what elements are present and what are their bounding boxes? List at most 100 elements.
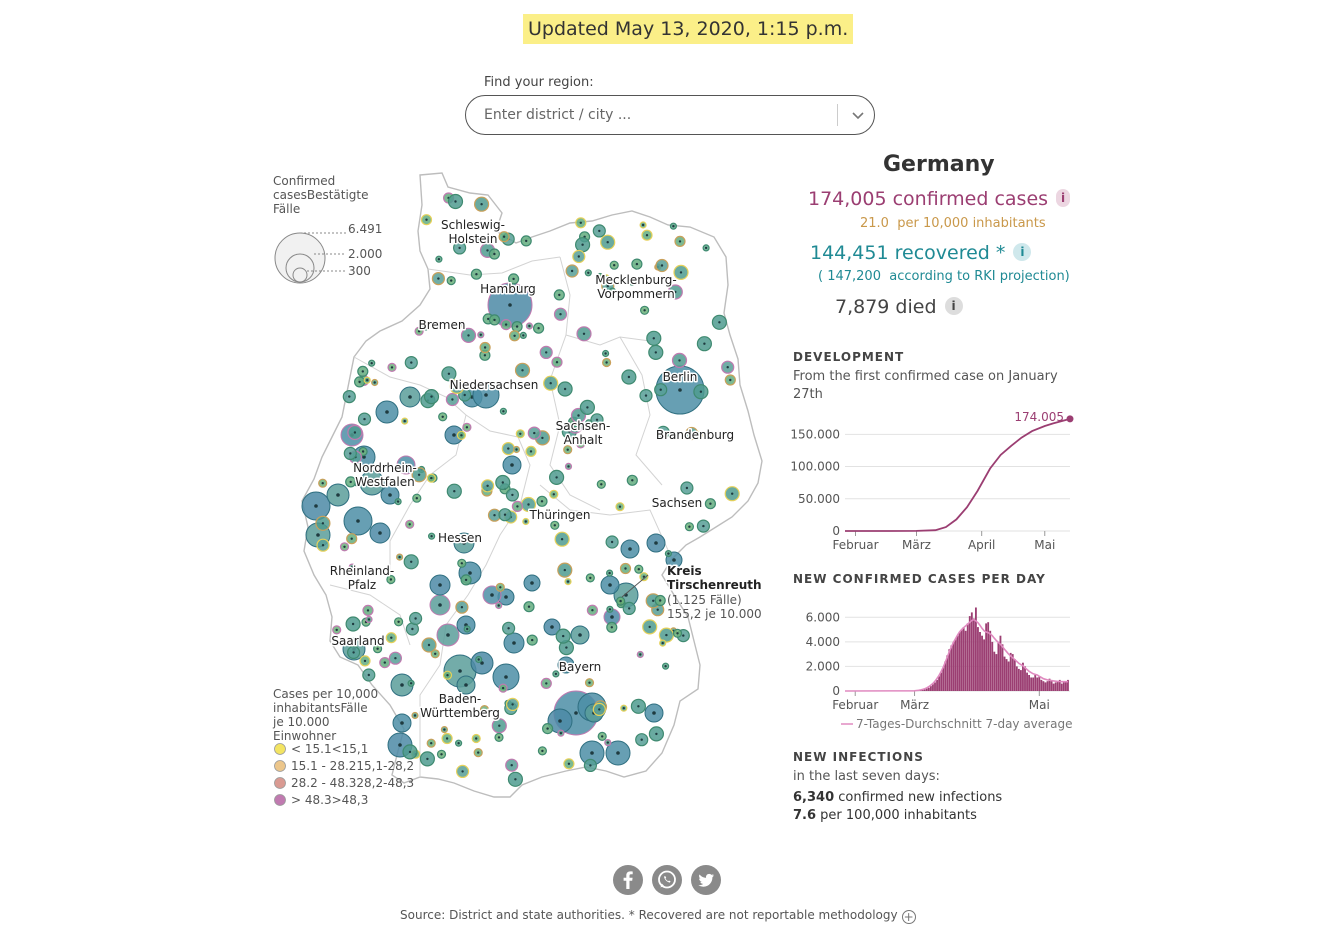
district-dot [642, 575, 646, 578]
district-dot [552, 493, 555, 496]
info-icon[interactable]: i [1056, 189, 1071, 207]
district-dot [587, 271, 590, 274]
district-dot [514, 778, 517, 781]
rki-label: according to RKI projection) [889, 269, 1070, 284]
district-dot [480, 203, 483, 206]
new-cases-bar [1040, 679, 1043, 691]
district-dot [398, 743, 402, 747]
district-dot [462, 541, 466, 545]
district-dot [410, 560, 413, 563]
whatsapp-share-button[interactable] [652, 865, 682, 895]
district-dot [390, 636, 393, 639]
district-dot [606, 741, 609, 744]
district-dot [641, 223, 645, 227]
twitter-share-button[interactable] [691, 865, 721, 895]
new-cases-bar [993, 651, 996, 691]
district-dot [678, 359, 681, 362]
district-dot [531, 638, 534, 642]
district-dot [529, 450, 533, 453]
state-label-th: Thüringen [528, 508, 590, 522]
development-chart: 0 50.000 100.000 150.000 Februar März April Mai… [790, 410, 1074, 552]
dev-x-tick-label: Mai [1034, 538, 1055, 552]
district-dot [454, 200, 457, 203]
district-dot [403, 419, 406, 423]
district-dot [718, 321, 721, 324]
district-dot [479, 333, 482, 336]
district-dot [408, 750, 412, 754]
new-cases-bar [1034, 675, 1037, 691]
state-label-bw: Baden- [439, 692, 482, 706]
color-legend-title-4: Einwohner [273, 729, 336, 743]
district-dot [648, 625, 651, 629]
district-dot [574, 711, 578, 715]
state-label-nw: Nordrhein- [353, 461, 417, 475]
district-dot [565, 646, 568, 649]
district-dot [507, 627, 510, 630]
dev-y-tick-label: 50.000 [798, 492, 840, 506]
new-cases-bar [1013, 659, 1016, 691]
info-icon[interactable]: i [944, 297, 963, 315]
search-input[interactable] [482, 102, 832, 128]
size-legend-value-small: 300 [348, 264, 371, 278]
confirmed-cases-text: 174,005 confirmed cases [808, 188, 1049, 210]
district-dot [562, 634, 565, 638]
new-cases-bar [968, 616, 971, 691]
color-legend-swatch [274, 743, 286, 755]
district-dot [400, 721, 404, 725]
facebook-share-button[interactable] [613, 865, 643, 895]
district-dot [577, 255, 580, 258]
district-dot [527, 605, 531, 608]
district-dot [426, 757, 429, 761]
district-dot [373, 381, 376, 384]
district-bubbles[interactable] [301, 192, 740, 787]
district-dot [515, 325, 519, 328]
info-icon[interactable]: i [1013, 243, 1032, 261]
district-dot [475, 737, 478, 740]
district-dot [598, 276, 602, 279]
color-legend-title-3: je 10.000 [272, 715, 330, 729]
district-dot [698, 433, 701, 436]
district-dot [440, 753, 443, 756]
new-cases-bar [964, 630, 967, 691]
district-dot [438, 583, 442, 587]
district-dot [409, 682, 413, 685]
region-search[interactable] [465, 95, 875, 135]
district-dot [611, 289, 614, 293]
new-cases-bar [938, 676, 941, 691]
color-legend-swatch [274, 794, 286, 806]
district-dot [483, 346, 487, 349]
district-dot [709, 502, 712, 505]
district-dot [363, 659, 367, 663]
district-dot [486, 484, 489, 487]
district-dot [314, 504, 318, 508]
district-dot [390, 366, 394, 369]
expand-plus-icon[interactable]: + [901, 910, 916, 924]
district-dot [366, 609, 370, 612]
district-dot [430, 742, 433, 745]
district-dot [434, 652, 437, 655]
district-dot [464, 683, 468, 687]
district-dot [667, 552, 670, 555]
district-dot [567, 465, 570, 468]
new-cases-bar [985, 623, 988, 691]
district-dot [610, 540, 614, 544]
district-dot [413, 714, 417, 717]
twitter-icon [698, 873, 714, 887]
district-dot [598, 229, 601, 233]
district-dot [703, 342, 706, 345]
district-dot [582, 332, 586, 335]
new-cases-bar [1022, 662, 1024, 691]
germany-map[interactable]: Confirmed casesBestätigte Fälle 6.491 2.00… [270, 165, 770, 815]
development-subtitle: From the first confirmed case on January… [793, 369, 1058, 402]
color-legend-label: < 15.1<15,1 [291, 742, 368, 756]
district-dot [521, 369, 524, 372]
district-dot [628, 607, 631, 610]
district-dot [729, 378, 732, 382]
chevron-down-icon[interactable] [848, 105, 868, 125]
new-cases-bar [1005, 659, 1008, 691]
new-cases-bar [981, 635, 983, 691]
district-dot [616, 751, 620, 755]
district-dot [661, 641, 664, 645]
country-title: Germany [883, 152, 995, 177]
annotation-detail-1: (1.125 Fälle) [667, 593, 742, 607]
